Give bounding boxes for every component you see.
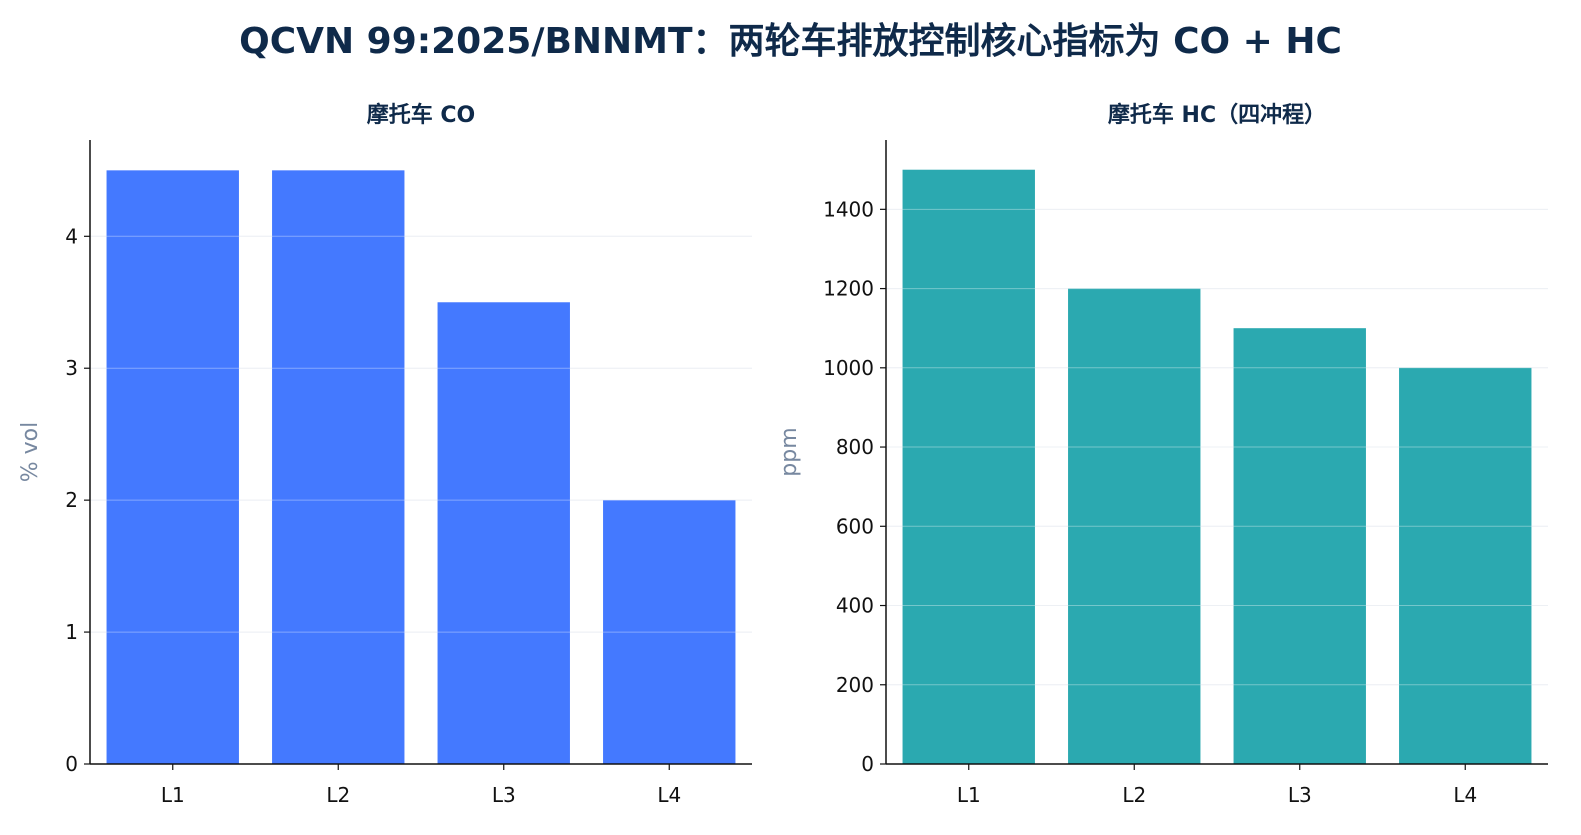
y-tick-label: 1 — [65, 620, 78, 644]
figure-title: QCVN 99:2025/BNNMT：两轮车排放控制核心指标为 CO + HC — [239, 21, 1342, 62]
y-tick-label: 3 — [65, 356, 78, 380]
chart-panel-1: 0 1 2 3 4 L1 L2 L3 L4 摩托车 CO % vol — [18, 102, 752, 807]
y-tick-label: 0 — [861, 752, 874, 776]
panel-title: 摩托车 CO — [367, 102, 476, 128]
bar-L4 — [1399, 367, 1532, 764]
bar-L2 — [272, 170, 405, 764]
y-tick-label: 2 — [65, 488, 78, 512]
x-tick-label-L1: L1 — [161, 783, 185, 807]
y-tick-label: 600 — [836, 514, 874, 538]
x-tick-label-L4: L4 — [1453, 783, 1477, 807]
x-tick-label-L3: L3 — [492, 783, 516, 807]
x-tick-label-L1: L1 — [957, 783, 981, 807]
chart-panel-2: 0 200 400 600 800 1000 1200 1400 L1 L2 L3 L4 摩托车 HC（… — [777, 102, 1548, 807]
y-tick-label: 1200 — [823, 277, 874, 301]
y-tick-label: 0 — [65, 752, 78, 776]
bar-L1 — [106, 170, 239, 764]
y-tick-label: 800 — [836, 435, 874, 459]
y-tick-label: 1000 — [823, 356, 874, 380]
y-tick-label: 1400 — [823, 197, 874, 221]
x-tick-label-L2: L2 — [1122, 783, 1146, 807]
bar-L3 — [437, 302, 570, 764]
bar-L3 — [1233, 328, 1366, 764]
y-axis-label: % vol — [18, 422, 43, 483]
bar-L4 — [603, 500, 736, 764]
bar-L2 — [1068, 288, 1201, 764]
x-tick-label-L3: L3 — [1288, 783, 1312, 807]
panel-title: 摩托车 HC（四冲程） — [1108, 102, 1326, 128]
x-tick-label-L2: L2 — [326, 783, 350, 807]
y-tick-label: 200 — [836, 673, 874, 697]
y-axis-label: ppm — [777, 427, 802, 476]
x-tick-label-L4: L4 — [657, 783, 681, 807]
y-tick-label: 4 — [65, 224, 78, 248]
bar-L1 — [902, 169, 1035, 764]
y-tick-label: 400 — [836, 594, 874, 618]
